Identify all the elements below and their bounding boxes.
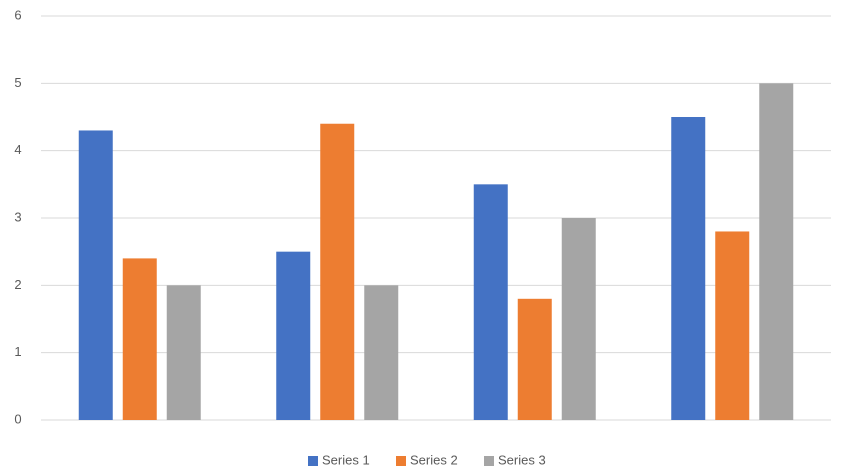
legend-marker	[396, 456, 406, 466]
y-tick-label: 3	[14, 209, 21, 224]
bar	[473, 184, 508, 420]
y-tick-label: 1	[14, 344, 21, 359]
bar	[320, 123, 355, 420]
y-tick-label: 5	[14, 75, 21, 90]
y-tick-label: 6	[14, 7, 21, 22]
bar	[364, 285, 399, 420]
bar	[78, 130, 113, 420]
legend-label: Series 1	[322, 452, 370, 467]
bar	[517, 298, 552, 420]
legend-marker	[484, 456, 494, 466]
bar	[759, 83, 794, 420]
y-tick-label: 4	[14, 142, 21, 157]
bar	[671, 117, 706, 420]
legend-marker	[308, 456, 318, 466]
legend-label: Series 2	[410, 452, 458, 467]
bar	[561, 218, 596, 420]
bar	[122, 258, 157, 420]
y-tick-label: 0	[14, 411, 21, 426]
legend-label: Series 3	[498, 452, 546, 467]
bar	[276, 251, 311, 420]
y-tick-label: 2	[14, 277, 21, 292]
bar	[166, 285, 201, 420]
bar	[715, 231, 750, 420]
